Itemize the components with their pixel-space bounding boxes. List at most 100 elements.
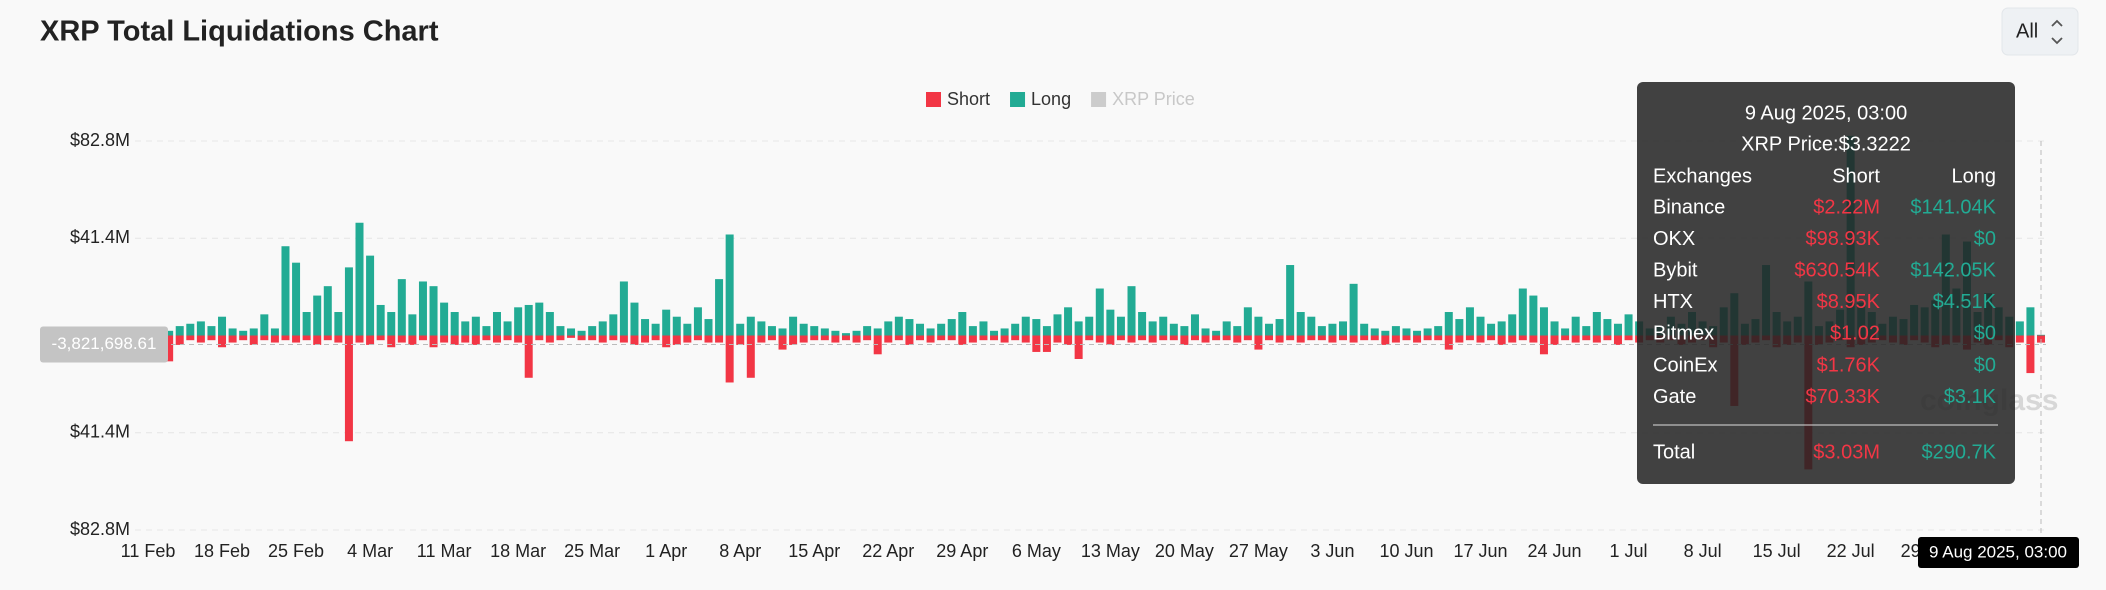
bar (1275, 335, 1284, 343)
legend-swatch (1091, 92, 1107, 107)
bar (1021, 316, 1030, 336)
bar (524, 335, 533, 378)
legend-swatch (1010, 92, 1026, 107)
bar (1624, 335, 1633, 341)
bar (2015, 321, 2024, 336)
bar (450, 312, 459, 336)
bar (1159, 316, 1168, 336)
bar (873, 328, 882, 336)
range-select[interactable] (2001, 7, 2079, 56)
bar (1582, 335, 1591, 341)
bar (1106, 335, 1115, 345)
tooltip-text: $3.1K (1944, 386, 1997, 408)
bar (831, 335, 840, 343)
bar (905, 319, 914, 336)
legend-label[interactable]: Short (947, 89, 990, 109)
bar (1307, 316, 1316, 336)
bar (429, 286, 438, 336)
bar (979, 321, 988, 336)
bar (1455, 319, 1464, 336)
range-select-label[interactable]: All (2016, 20, 2038, 42)
bar (1032, 319, 1041, 336)
bar (260, 314, 269, 336)
bar (418, 335, 427, 341)
bar (979, 335, 988, 341)
bar (1624, 314, 1633, 336)
bar (884, 335, 893, 343)
bar (1243, 307, 1252, 336)
bar (1391, 326, 1400, 336)
legend-label[interactable]: Long (1031, 89, 1071, 109)
bar (1064, 307, 1073, 336)
bar (1275, 319, 1284, 336)
bar (1539, 307, 1548, 336)
bar (1116, 316, 1125, 336)
bar (958, 335, 967, 345)
x-tick-label: 22 Jul (1827, 541, 1875, 561)
bar (1190, 335, 1199, 341)
bar (249, 328, 258, 336)
x-tick-label: 25 Feb (268, 541, 324, 561)
x-tick-label: 3 Jun (1310, 541, 1354, 561)
bar (1264, 323, 1273, 336)
bar (1508, 314, 1517, 336)
bar (990, 330, 999, 336)
bar (1349, 335, 1358, 343)
tooltip-text: $290.7K (1921, 441, 1996, 463)
bar (1444, 335, 1453, 350)
tooltip-text: Binance (1653, 196, 1725, 218)
tooltip-text: $630.54K (1794, 259, 1880, 281)
bar (799, 323, 808, 336)
bar (1053, 314, 1062, 336)
bar (905, 335, 914, 345)
bar (492, 312, 501, 336)
bar (1550, 335, 1559, 345)
bar (757, 321, 766, 336)
bar (937, 335, 946, 341)
bar (1095, 335, 1104, 343)
bar (1286, 265, 1295, 336)
legend-label[interactable]: XRP Price (1112, 89, 1195, 109)
bar (218, 316, 227, 336)
bar (450, 335, 459, 345)
bar (503, 321, 512, 336)
tooltip-text: $0 (1974, 354, 1996, 376)
tooltip-text: $1.76K (1817, 354, 1881, 376)
bar (556, 326, 565, 336)
tooltip-text: $3.03M (1813, 441, 1880, 463)
bar (1212, 335, 1221, 341)
bar (376, 335, 385, 341)
bar (863, 326, 872, 336)
bar (1402, 328, 1411, 336)
bar (577, 335, 586, 341)
bar (1053, 335, 1062, 343)
bar (302, 312, 311, 336)
bar (1423, 328, 1432, 336)
x-tick-label: 22 Apr (862, 541, 914, 561)
bar (725, 335, 734, 383)
x-tick-label: 8 Apr (719, 541, 761, 561)
tooltip-text: $8.95K (1817, 291, 1881, 313)
bar (1529, 335, 1538, 343)
x-tick-label: 13 May (1081, 541, 1140, 561)
bar (1222, 335, 1231, 341)
bar (937, 323, 946, 336)
bar (482, 326, 491, 336)
bar (863, 335, 872, 341)
x-tick-label: 17 Jun (1453, 541, 1507, 561)
bar (725, 234, 734, 336)
bar (567, 335, 576, 338)
bar (1391, 335, 1400, 343)
bar (524, 304, 533, 336)
bar (1518, 335, 1527, 341)
bar (249, 335, 258, 345)
bar (471, 316, 480, 336)
bar (482, 335, 491, 341)
x-tick-label: 15 Apr (788, 541, 840, 561)
bar (778, 328, 787, 336)
bar (1518, 288, 1527, 336)
bar (894, 316, 903, 336)
bar (1381, 330, 1390, 336)
x-tick-label: 29 Apr (936, 541, 988, 561)
